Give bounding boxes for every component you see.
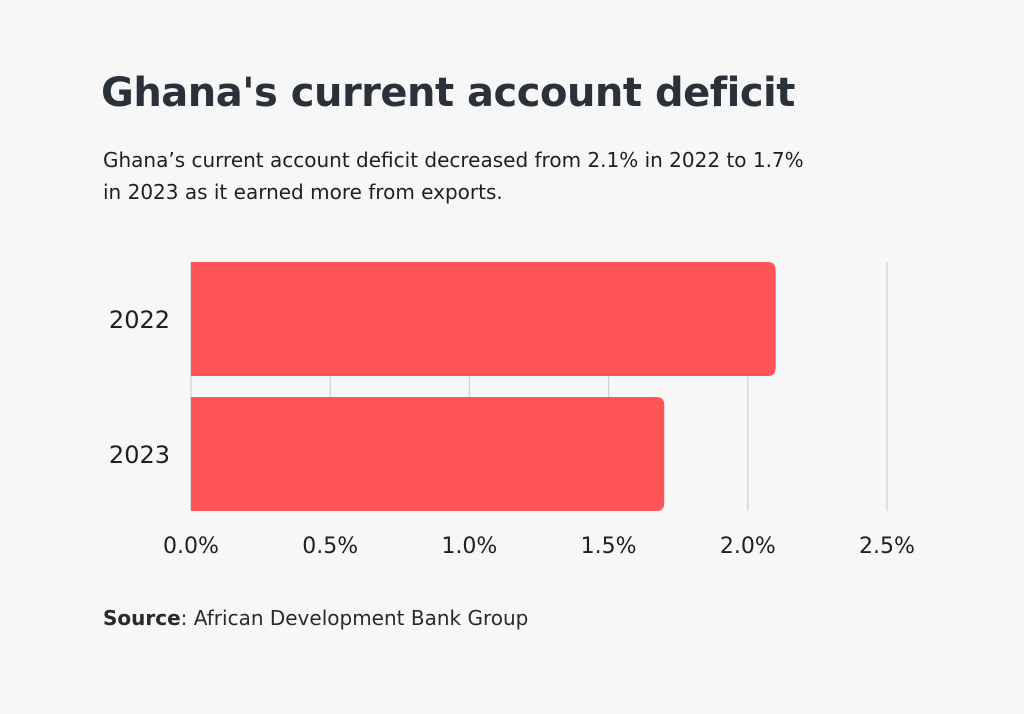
x-tick-labels: 0.0% 0.5% 1.0% 1.5% 2.0% 2.5% bbox=[163, 534, 915, 559]
chart-title: Ghana's current account deficit bbox=[101, 70, 795, 116]
x-tick-label: 0.5% bbox=[302, 534, 358, 559]
source-label: Source bbox=[103, 606, 181, 630]
category-label-2023: 2023 bbox=[109, 441, 170, 469]
category-labels: 2022 2023 bbox=[109, 306, 170, 469]
bar-2022 bbox=[191, 262, 776, 376]
source-separator: : bbox=[180, 606, 188, 630]
x-tick-label: 1.0% bbox=[441, 534, 497, 559]
category-label-2022: 2022 bbox=[109, 306, 170, 334]
bars bbox=[191, 262, 776, 511]
x-tick-label: 1.5% bbox=[581, 534, 637, 559]
x-tick-label: 2.0% bbox=[720, 534, 776, 559]
x-tick-label: 2.5% bbox=[859, 534, 915, 559]
x-tick-label: 0.0% bbox=[163, 534, 219, 559]
bar-2023 bbox=[191, 397, 665, 511]
chart-subtitle: Ghana’s current account deficit decrease… bbox=[103, 148, 804, 204]
source-text: African Development Bank Group bbox=[187, 606, 529, 630]
source-note: Source: African Development Bank Group bbox=[103, 606, 528, 630]
